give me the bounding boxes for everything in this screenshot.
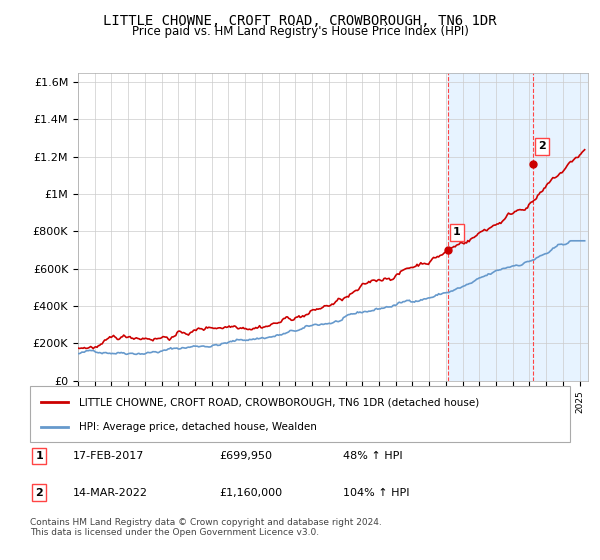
Text: LITTLE CHOWNE, CROFT ROAD, CROWBOROUGH, TN6 1DR (detached house): LITTLE CHOWNE, CROFT ROAD, CROWBOROUGH, … (79, 397, 479, 407)
Text: 2: 2 (35, 488, 43, 498)
Text: 48% ↑ HPI: 48% ↑ HPI (343, 451, 403, 461)
Text: 1: 1 (453, 227, 461, 237)
Text: 104% ↑ HPI: 104% ↑ HPI (343, 488, 410, 498)
Text: £699,950: £699,950 (219, 451, 272, 461)
Text: Contains HM Land Registry data © Crown copyright and database right 2024.
This d: Contains HM Land Registry data © Crown c… (30, 518, 382, 538)
Text: 17-FEB-2017: 17-FEB-2017 (73, 451, 145, 461)
FancyBboxPatch shape (30, 386, 570, 442)
Text: HPI: Average price, detached house, Wealden: HPI: Average price, detached house, Weal… (79, 422, 316, 432)
Text: LITTLE CHOWNE, CROFT ROAD, CROWBOROUGH, TN6 1DR: LITTLE CHOWNE, CROFT ROAD, CROWBOROUGH, … (103, 14, 497, 28)
Text: £1,160,000: £1,160,000 (219, 488, 282, 498)
Text: 2: 2 (538, 141, 545, 151)
Text: 1: 1 (35, 451, 43, 461)
Text: Price paid vs. HM Land Registry's House Price Index (HPI): Price paid vs. HM Land Registry's House … (131, 25, 469, 38)
Bar (448, 73, 588, 381)
Text: 14-MAR-2022: 14-MAR-2022 (73, 488, 148, 498)
